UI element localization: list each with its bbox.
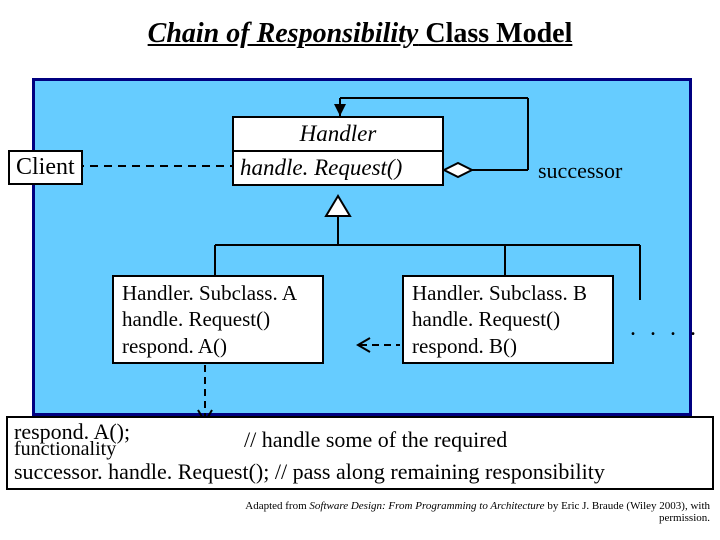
title-part2: Class Model [418, 18, 572, 49]
handler-method: handle. Request() [234, 152, 442, 184]
code-line2: successor. handle. Request(); // pass al… [14, 458, 706, 487]
subclass-b-m2: respond. B() [412, 333, 604, 359]
code-note: respond. A(); functionality // handle so… [6, 416, 714, 490]
ellipsis: . . . . [630, 315, 700, 342]
diagram-title: Chain of Responsibility Class Model [0, 0, 720, 50]
title-part1: Chain of Responsibility [148, 18, 419, 49]
subclass-b: Handler. Subclass. B handle. Request() r… [402, 275, 614, 364]
client-class: Client [8, 150, 83, 185]
handler-name: Handler [234, 118, 442, 152]
subclass-a-m2: respond. A() [122, 333, 314, 359]
subclass-a-name: Handler. Subclass. A [122, 280, 314, 306]
subclass-b-m1: handle. Request() [412, 306, 604, 332]
client-label: Client [16, 154, 75, 180]
subclass-a-m1: handle. Request() [122, 306, 314, 332]
code-line1b: functionality [14, 436, 116, 462]
successor-label: successor [538, 158, 622, 184]
code-line1c: // handle some of the required [244, 426, 507, 455]
subclass-a: Handler. Subclass. A handle. Request() r… [112, 275, 324, 364]
handler-class: Handler handle. Request() [232, 116, 444, 186]
attribution: Adapted from Software Design: From Progr… [240, 500, 710, 524]
subclass-b-name: Handler. Subclass. B [412, 280, 604, 306]
